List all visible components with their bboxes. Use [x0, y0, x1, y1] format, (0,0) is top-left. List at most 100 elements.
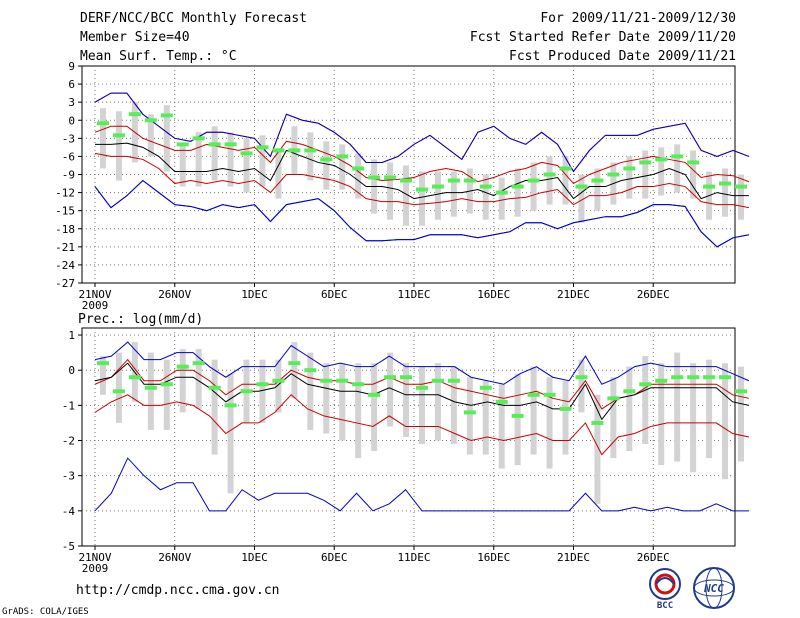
median-marker [463, 410, 476, 415]
median-marker [511, 413, 524, 418]
source-url[interactable]: http://cmdp.ncc.cma.gov.cn [76, 583, 280, 598]
median-marker [447, 378, 460, 383]
y-tick-label: 0 [68, 114, 75, 127]
x-tick-label: 1DEC [241, 288, 268, 301]
y-tick-label: -24 [55, 259, 75, 272]
grads-credit: GrADS: COLA/IGES [2, 607, 89, 617]
median-marker [160, 382, 173, 387]
bcc-logo-text: BCC [657, 601, 673, 611]
y-tick-label: -3 [62, 470, 75, 483]
median-marker [128, 375, 141, 380]
member-range-bar [674, 144, 681, 193]
member-range-bar [227, 132, 234, 187]
member-range-bar [99, 108, 106, 169]
member-range-bar [355, 153, 362, 199]
member-range-bar [562, 380, 569, 455]
member-range-bar [323, 363, 330, 434]
median-marker [719, 181, 732, 186]
median-marker [559, 166, 572, 171]
member-range-bar [259, 135, 266, 187]
member-range-bar [211, 359, 218, 455]
member-range-bar [163, 359, 170, 430]
median-marker [703, 184, 716, 189]
median-marker [655, 157, 668, 162]
x-tick-label: 21NOV [78, 551, 111, 564]
median-marker [304, 148, 317, 153]
median-marker [431, 184, 444, 189]
median-marker [591, 178, 604, 183]
median-marker [272, 378, 285, 383]
median-marker [400, 375, 413, 380]
member-range-bar [626, 156, 633, 199]
member-range-bar [498, 177, 505, 220]
series-line-upper-quartile [94, 125, 750, 185]
median-marker [543, 172, 556, 177]
member-range-bar [658, 363, 665, 466]
x-tick-label: 26DEC [637, 551, 670, 564]
member-range-bar [387, 162, 394, 220]
median-marker [687, 160, 700, 165]
median-marker [96, 121, 109, 126]
y-tick-label: 0 [68, 364, 75, 377]
series-line-max-env [94, 92, 750, 173]
member-range-bar [434, 171, 441, 220]
member-range-bar [674, 352, 681, 462]
median-marker [671, 375, 684, 380]
median-marker [591, 420, 604, 425]
y-tick-label: -9 [62, 169, 75, 182]
median-marker [320, 378, 333, 383]
median-marker [224, 403, 237, 408]
member-range-bar [195, 349, 202, 409]
median-marker [479, 385, 492, 390]
x-tick-label: 21DEC [557, 288, 590, 301]
member-range-bar [418, 366, 425, 445]
x-tick-label: 21DEC [557, 551, 590, 564]
x-year-label: 2009 [82, 562, 109, 575]
member-range-bar [211, 126, 218, 181]
median-marker [511, 184, 524, 189]
median-marker [639, 382, 652, 387]
member-range-bar [610, 377, 617, 459]
median-marker [272, 148, 285, 153]
x-tick-label: 21NOV [78, 288, 111, 301]
member-range-bar [179, 349, 186, 413]
x-tick-label: 26DEC [637, 288, 670, 301]
member-range-bar [642, 150, 649, 199]
median-marker [431, 378, 444, 383]
member-range-bar [371, 363, 378, 452]
y-tick-label: 9 [68, 60, 75, 73]
member-range-bar [450, 171, 457, 217]
variable-label: Mean Surf. Temp.: °C [80, 49, 237, 64]
member-range-bar [307, 132, 314, 181]
median-marker [192, 136, 205, 141]
member-range-bar [737, 174, 744, 220]
x-tick-label: 26NOV [158, 288, 191, 301]
member-range-bar [594, 168, 601, 211]
median-marker [176, 364, 189, 369]
series-line-ensemble-mean [94, 362, 750, 421]
y-tick-label: 3 [68, 96, 75, 109]
plot-frame [81, 327, 736, 547]
y-tick-label: -2 [62, 435, 75, 448]
median-marker [96, 361, 109, 366]
median-marker [495, 190, 508, 195]
member-range-bar [706, 359, 713, 459]
median-marker [368, 392, 381, 397]
median-marker [719, 375, 732, 380]
median-marker [559, 406, 572, 411]
member-range-bar [578, 174, 585, 223]
y-tick-label: -15 [55, 205, 75, 218]
median-marker [352, 166, 365, 171]
member-range-bar [163, 105, 170, 172]
member-range-bar [514, 373, 521, 466]
member-range-bar [339, 144, 346, 190]
member-range-bar [690, 363, 697, 473]
member-range-bar [339, 363, 346, 441]
median-marker [527, 178, 540, 183]
y-tick-label: -5 [62, 540, 75, 553]
median-marker [734, 389, 747, 394]
median-marker [607, 396, 620, 401]
median-marker [208, 385, 221, 390]
